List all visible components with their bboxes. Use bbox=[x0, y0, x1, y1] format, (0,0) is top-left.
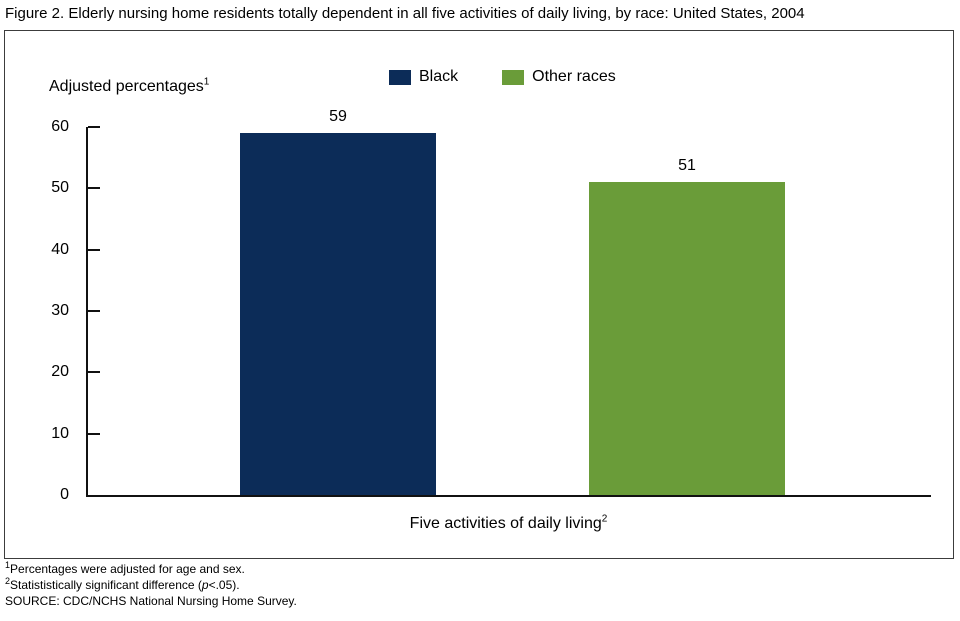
x-axis-line bbox=[86, 495, 931, 497]
y-axis-title-text: Adjusted percentages bbox=[49, 78, 204, 95]
figure-title: Figure 2. Elderly nursing home residents… bbox=[5, 5, 805, 22]
plot-area: Adjusted percentages1 Black Other races … bbox=[4, 30, 954, 559]
x-axis-title-text: Five activities of daily living bbox=[409, 515, 602, 532]
source-note: SOURCE: CDC/NCHS National Nursing Home S… bbox=[5, 593, 297, 609]
footnotes: 1Percentages were adjusted for age and s… bbox=[5, 561, 297, 609]
x-axis-title: Five activities of daily living2 bbox=[86, 513, 931, 535]
footnote-1-superscript: 1 bbox=[5, 560, 11, 570]
y-axis-title: Adjusted percentages1 bbox=[49, 77, 209, 97]
y-axis-line bbox=[86, 127, 88, 497]
legend-item-other-races: Other races bbox=[502, 68, 616, 86]
y-axis-tick-mark bbox=[88, 310, 100, 312]
legend-swatch-black bbox=[389, 69, 411, 85]
y-axis-tick-mark bbox=[88, 126, 100, 128]
footnote-2-text: Statististically significant difference … bbox=[10, 578, 202, 592]
footnote-1-text: Percentages were adjusted for age and se… bbox=[10, 562, 245, 576]
y-axis-tick-label: 50 bbox=[51, 179, 69, 197]
legend: Black Other races bbox=[389, 68, 616, 86]
y-axis-tick-mark bbox=[88, 248, 100, 251]
bar-black bbox=[240, 133, 436, 495]
legend-label-black: Black bbox=[419, 68, 459, 85]
bar-other-races bbox=[589, 182, 785, 495]
footnote-2-text-end: <.05). bbox=[208, 578, 240, 592]
footnote-1: 1Percentages were adjusted for age and s… bbox=[5, 561, 297, 577]
x-axis-title-superscript: 2 bbox=[601, 513, 608, 525]
source-note-text: SOURCE: CDC/NCHS National Nursing Home S… bbox=[5, 594, 297, 608]
y-axis-title-superscript: 1 bbox=[203, 76, 210, 88]
y-axis-tick-label: 30 bbox=[51, 302, 69, 319]
footnote-2-p-variable: p bbox=[201, 578, 209, 592]
y-axis-tick-label: 0 bbox=[60, 486, 69, 503]
footnote-2-superscript: 2 bbox=[5, 576, 11, 586]
y-axis-tick-mark bbox=[88, 371, 100, 374]
legend-swatch-other-races bbox=[502, 69, 525, 85]
legend-label-other-races: Other races bbox=[532, 68, 616, 85]
bar-value-other-races: 51 bbox=[678, 157, 696, 175]
y-axis-tick-label: 40 bbox=[51, 240, 69, 258]
y-axis-tick-label: 60 bbox=[51, 118, 69, 135]
legend-item-black: Black bbox=[389, 68, 458, 86]
footnote-2: 2Statististically significant difference… bbox=[5, 577, 297, 593]
bar-value-black: 59 bbox=[329, 108, 347, 126]
y-axis-tick-mark bbox=[88, 187, 100, 190]
y-axis-tick-label: 20 bbox=[51, 363, 69, 381]
y-axis-tick-label: 10 bbox=[51, 424, 69, 442]
y-axis-tick-mark bbox=[88, 432, 100, 435]
